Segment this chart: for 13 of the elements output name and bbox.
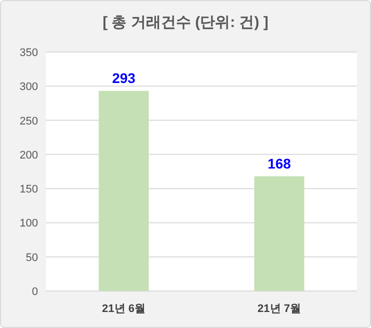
- y-tick-label: 100: [20, 218, 38, 230]
- chart-title: [ 총 거래건수 (단위: 건) ]: [102, 14, 268, 31]
- x-tick-label: 21년 6월: [102, 303, 146, 315]
- y-tick-label: 200: [20, 149, 38, 162]
- y-tick-label: 50: [26, 252, 38, 264]
- y-tick-label: 150: [20, 184, 38, 196]
- y-tick-label: 250: [20, 115, 38, 128]
- y-tick-label: 0: [32, 286, 38, 298]
- y-tick-label: 300: [20, 81, 38, 94]
- x-tick-label: 21년 7월: [258, 303, 301, 315]
- data-label: 168: [268, 155, 292, 172]
- data-label: 293: [112, 70, 136, 86]
- y-tick-label: 350: [20, 47, 38, 59]
